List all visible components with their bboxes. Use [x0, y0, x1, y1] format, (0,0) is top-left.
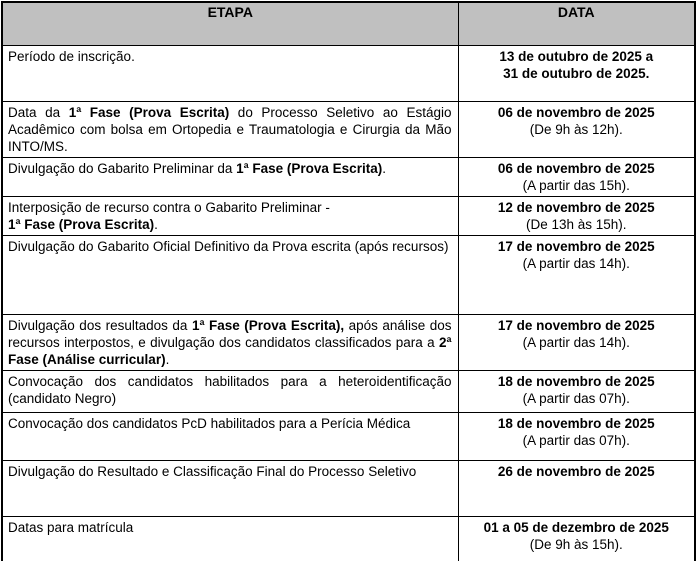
data-cell: 06 de novembro de 2025 (A partir das 15h)…: [457, 156, 696, 197]
etapa-text: do Processo Seletivo ao Estágio Acadêmic…: [8, 104, 452, 154]
etapa-cell: Divulgação do Gabarito Preliminar da 1ª …: [1, 156, 459, 197]
time-text: (De 9h às 12h).: [529, 121, 623, 137]
etapa-text-bold: 2ª Fase (Análise curricular): [8, 334, 452, 367]
etapa-text: Divulgação do Gabarito Oficial Definitiv…: [8, 238, 449, 254]
etapa-cell: Data da 1ª Fase (Prova Escrita) do Proce…: [1, 100, 459, 158]
etapa-text: Divulgação do Resultado e Classificação …: [8, 463, 417, 479]
date-text: 06 de novembro de 2025: [497, 160, 655, 176]
etapa-text: .: [154, 216, 158, 232]
time-text: (A partir das 14h).: [522, 255, 630, 271]
date-text: 18 de novembro de 2025: [497, 373, 655, 389]
table-row: Divulgação do Gabarito Preliminar da 1ª …: [1, 156, 696, 197]
date-text: 13 de outubro de 2025 a: [499, 48, 654, 64]
etapa-cell: Divulgação do Resultado e Classificação …: [1, 459, 459, 517]
date-text: 12 de novembro de 2025: [497, 199, 655, 215]
etapa-text: .: [165, 351, 170, 367]
etapa-text: .: [382, 160, 386, 176]
data-cell: 17 de novembro de 2025 (A partir das 14h)…: [457, 313, 696, 371]
data-cell: 13 de outubro de 2025 a 31 de outubro de …: [457, 44, 696, 102]
date-text: 18 de novembro de 2025: [497, 415, 655, 431]
time-text: (A partir das 15h).: [522, 177, 630, 193]
table-row: Convocação dos candidatos habilitados pa…: [1, 369, 696, 413]
data-cell: 18 de novembro de 2025 (A partir das 07h)…: [457, 411, 696, 461]
etapa-text-bold: 1ª Fase (Prova Escrita): [236, 160, 383, 176]
data-cell: 01 a 05 de dezembro de 2025 (De 9h às 15h…: [457, 515, 696, 561]
etapa-cell: Datas para matrícula: [1, 515, 459, 561]
date-text: 31 de outubro de 2025.: [503, 65, 650, 81]
table-row: Datas para matrícula 01 a 05 de dezembro …: [1, 515, 696, 561]
etapa-cell: Interposição de recurso contra o Gabarit…: [1, 195, 459, 236]
etapa-text: Período de inscrição.: [8, 48, 135, 64]
table-row: Período de inscrição. 13 de outubro de 20…: [1, 44, 696, 102]
header-row: ETAPA DATA: [1, 1, 696, 46]
time-text: (De 13h às 15h).: [525, 216, 627, 232]
etapa-cell: Convocação dos candidatos PcD habilitado…: [1, 411, 459, 461]
etapa-text: Convocação dos candidatos PcD habilitado…: [8, 415, 411, 431]
etapa-text-bold: 1ª Fase (Prova Escrita): [8, 216, 155, 232]
etapa-text: Divulgação do Gabarito Preliminar da: [8, 160, 237, 176]
date-text: 17 de novembro de 2025: [497, 317, 655, 333]
date-text: 06 de novembro de 2025: [497, 104, 655, 120]
etapa-text: Convocação dos candidatos habilitados pa…: [8, 373, 452, 406]
etapa-text: após análise dos recursos interpostos, e…: [8, 317, 452, 350]
table-row: Interposição de recurso contra o Gabarit…: [1, 195, 696, 236]
etapa-text: Interposição de recurso contra o Gabarit…: [8, 199, 330, 215]
data-cell: 17 de novembro de 2025 (A partir das 14h)…: [457, 234, 696, 315]
table-row: Convocação dos candidatos PcD habilitado…: [1, 411, 696, 461]
date-text: 26 de novembro de 2025: [497, 463, 655, 479]
etapa-cell: Divulgação do Gabarito Oficial Definitiv…: [1, 234, 459, 315]
data-cell: 26 de novembro de 2025: [457, 459, 696, 517]
time-text: (De 9h às 15h).: [529, 536, 623, 552]
table-body: Período de inscrição. 13 de outubro de 20…: [1, 44, 696, 561]
etapa-cell: Período de inscrição.: [1, 44, 459, 102]
date-text: 17 de novembro de 2025: [497, 238, 655, 254]
data-cell: 18 de novembro de 2025 (A partir das 07h)…: [457, 369, 696, 413]
table-row: Divulgação do Resultado e Classificação …: [1, 459, 696, 517]
etapa-text: Divulgação dos resultados da: [8, 317, 192, 333]
table-row: Data da 1ª Fase (Prova Escrita) do Proce…: [1, 100, 696, 158]
data-cell: 06 de novembro de 2025 (De 9h às 12h).: [457, 100, 696, 158]
time-text: (A partir das 07h).: [522, 390, 630, 406]
column-header-etapa: ETAPA: [1, 1, 459, 46]
time-text: (A partir das 07h).: [522, 432, 630, 448]
date-text: 01 a 05 de dezembro de 2025: [483, 519, 669, 535]
column-header-data: DATA: [457, 1, 696, 46]
data-cell: 12 de novembro de 2025 (De 13h às 15h).: [457, 195, 696, 236]
table-row: Divulgação do Gabarito Oficial Definitiv…: [1, 234, 696, 315]
etapa-cell: Convocação dos candidatos habilitados pa…: [1, 369, 459, 413]
etapa-text: Datas para matrícula: [8, 519, 134, 535]
table-row: Divulgação dos resultados da 1ª Fase (Pr…: [1, 313, 696, 371]
etapa-text: Data da: [8, 104, 69, 120]
time-text: (A partir das 14h).: [522, 334, 630, 350]
etapa-text-bold: 1ª Fase (Prova Escrita),: [191, 317, 345, 333]
etapa-cell: Divulgação dos resultados da 1ª Fase (Pr…: [1, 313, 459, 371]
etapa-text-bold: 1ª Fase (Prova Escrita): [68, 104, 230, 120]
